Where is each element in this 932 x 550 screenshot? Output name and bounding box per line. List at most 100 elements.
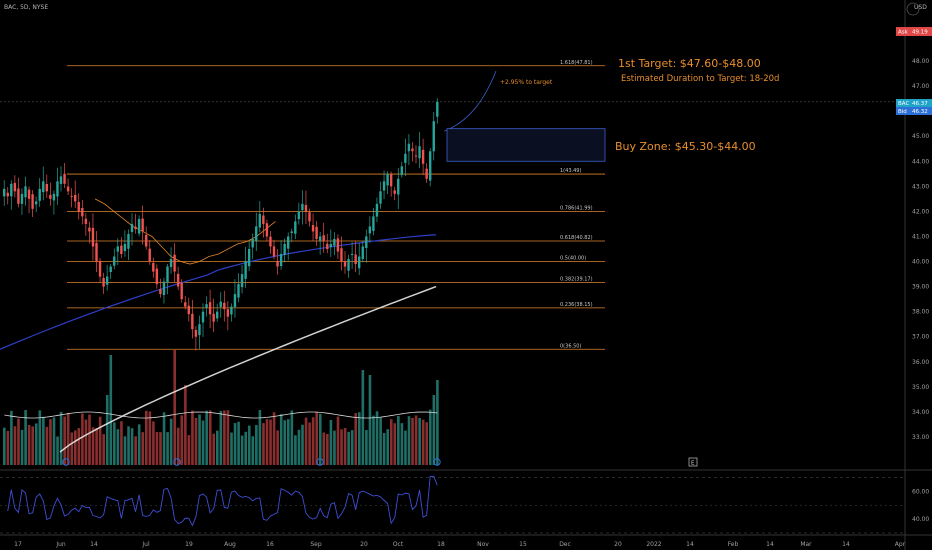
bid-label: Bid bbox=[898, 109, 907, 115]
candle bbox=[127, 233, 130, 249]
volume-bar bbox=[173, 350, 176, 465]
y-tick-label: 43.00 bbox=[912, 183, 929, 190]
events-icons[interactable] bbox=[62, 458, 441, 466]
candle bbox=[198, 324, 201, 336]
moving-averages bbox=[0, 70, 497, 453]
candle bbox=[24, 186, 27, 198]
x-tick-label: 19 bbox=[185, 541, 193, 548]
volume-bar bbox=[152, 421, 155, 465]
y-tick-label: 34.00 bbox=[912, 409, 929, 416]
candle bbox=[347, 259, 350, 271]
volume-bar bbox=[91, 427, 95, 465]
volume-bar bbox=[251, 436, 255, 465]
candle bbox=[98, 260, 102, 277]
volume-bar bbox=[265, 419, 269, 465]
y-tick-label: 41.00 bbox=[912, 233, 929, 240]
candle bbox=[247, 249, 251, 267]
volume-bar bbox=[141, 432, 145, 465]
last-price-tag: BAC 46.37 bbox=[896, 99, 932, 107]
volume-bar bbox=[212, 433, 216, 465]
candle bbox=[191, 313, 194, 330]
y-tick-label: 39.00 bbox=[912, 284, 929, 291]
volume-bar bbox=[180, 415, 184, 465]
ma-fast-line bbox=[0, 234, 437, 350]
earnings-icon[interactable] bbox=[688, 457, 698, 467]
volume-bar bbox=[52, 417, 56, 465]
candle bbox=[329, 243, 332, 247]
chart-settings-icon[interactable] bbox=[906, 2, 920, 16]
volume-bar bbox=[436, 380, 439, 465]
candle bbox=[81, 208, 84, 217]
volume-bar bbox=[425, 422, 429, 465]
volume-bar bbox=[166, 432, 169, 465]
candle bbox=[137, 218, 141, 234]
volume-bar bbox=[201, 420, 205, 465]
candle bbox=[38, 188, 41, 201]
volume-bar bbox=[397, 416, 400, 465]
y-tick-label: 47.00 bbox=[912, 83, 929, 90]
candle bbox=[404, 153, 407, 163]
x-tick-label: 14 bbox=[686, 541, 694, 548]
projected-path bbox=[443, 70, 497, 132]
candle bbox=[411, 148, 414, 152]
candles bbox=[3, 98, 439, 351]
volume-bar bbox=[49, 419, 52, 465]
candle bbox=[152, 262, 155, 272]
volume-bar bbox=[216, 430, 219, 465]
rsi-pane: 60.00 40.00 bbox=[0, 475, 929, 534]
x-tick-label: 20 bbox=[614, 541, 622, 548]
fibonacci-levels: 1.618(47.81) 1(43.49) 0.786(41.99) 0.618(40… bbox=[0, 60, 905, 350]
x-tick-label: Sep bbox=[310, 541, 322, 548]
volume-bar bbox=[244, 431, 247, 465]
volume-bar bbox=[105, 395, 109, 465]
volume-bar bbox=[283, 420, 287, 465]
candle bbox=[432, 121, 435, 152]
volume-bar bbox=[63, 416, 66, 465]
fib-label: 1.618(47.81) bbox=[560, 60, 593, 66]
currency-label: USD bbox=[914, 4, 927, 11]
candle bbox=[287, 236, 290, 249]
candle bbox=[340, 248, 343, 262]
volume-bar bbox=[294, 435, 297, 465]
candle bbox=[113, 256, 116, 266]
candle bbox=[258, 213, 261, 228]
candle bbox=[10, 183, 13, 197]
volume-bar bbox=[418, 417, 421, 465]
y-tick-label: 42.00 bbox=[912, 208, 929, 215]
buy-zone[interactable] bbox=[446, 128, 606, 162]
candle bbox=[382, 181, 386, 191]
buy-zone-box bbox=[446, 128, 606, 162]
volume-bar bbox=[326, 433, 329, 465]
volume-bar bbox=[240, 435, 244, 465]
volume-bar bbox=[308, 422, 311, 465]
volume-bar bbox=[230, 432, 233, 465]
candle bbox=[425, 168, 428, 179]
x-tick-label: Feb bbox=[728, 541, 739, 548]
candle bbox=[27, 189, 31, 199]
volume-bar bbox=[389, 419, 393, 465]
candle bbox=[3, 188, 6, 197]
candle bbox=[429, 151, 432, 181]
volume-bar bbox=[375, 411, 379, 465]
candle bbox=[368, 226, 372, 234]
volume-bar bbox=[368, 375, 372, 465]
fib-label: 0.5(40.00) bbox=[560, 256, 586, 262]
candle bbox=[262, 215, 265, 224]
candle bbox=[389, 174, 393, 187]
fib-label: 0.382(39.17) bbox=[560, 276, 593, 282]
volume-bar bbox=[198, 414, 201, 465]
event-icon bbox=[173, 458, 181, 466]
rsi-tick-label: 40.00 bbox=[912, 516, 929, 523]
fib-label: 0(36.50) bbox=[560, 343, 581, 349]
volume-bar bbox=[358, 412, 361, 465]
x-tick-label: 14 bbox=[90, 541, 98, 548]
candle bbox=[187, 305, 190, 315]
earnings-icon-glyph: E bbox=[691, 461, 695, 467]
volume-bar bbox=[20, 429, 24, 465]
volume-bar bbox=[219, 410, 223, 465]
volume-bar bbox=[340, 429, 343, 465]
candle bbox=[74, 194, 77, 202]
y-tick-label: 38.00 bbox=[912, 309, 929, 316]
